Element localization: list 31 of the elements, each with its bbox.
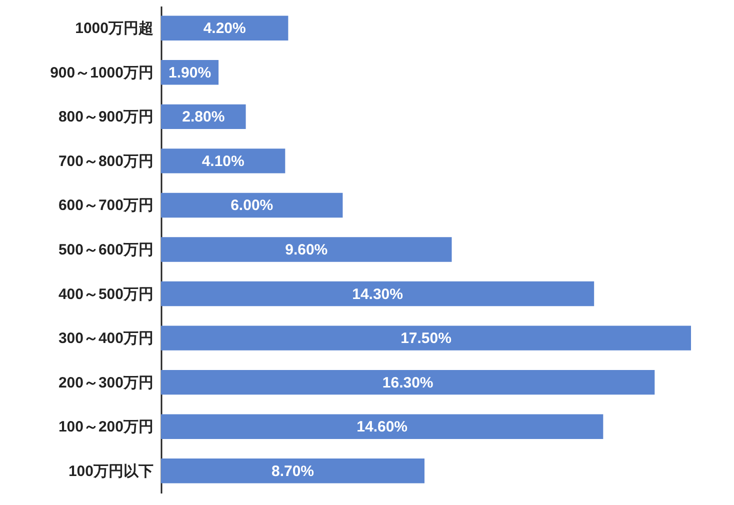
y-tick-label: 500～600万円 <box>58 242 154 258</box>
data-label: 8.70% <box>271 462 314 480</box>
y-tick-label: 600～700万円 <box>58 197 154 214</box>
bar <box>161 192 343 218</box>
data-label: 16.30% <box>382 374 434 392</box>
y-tick-label: 100～200万円 <box>58 418 154 436</box>
bar <box>161 237 452 262</box>
data-label: 17.50% <box>400 330 452 348</box>
bar <box>161 281 594 306</box>
bar <box>161 458 424 484</box>
data-label: 14.30% <box>352 286 403 303</box>
data-label: 14.60% <box>356 418 408 436</box>
data-label: 4.20% <box>203 20 246 38</box>
y-tick-label: 100万円以下 <box>68 462 154 480</box>
data-label: 6.00% <box>230 197 274 214</box>
y-tick-label: 300～400万円 <box>58 330 154 348</box>
data-label: 9.60% <box>285 242 328 258</box>
y-tick-label: 200～300万円 <box>58 374 154 392</box>
data-label: 2.80% <box>182 108 225 126</box>
y-tick-label: 700～800万円 <box>58 152 154 170</box>
bar <box>161 16 288 40</box>
bar <box>161 148 286 174</box>
bar <box>161 370 655 395</box>
bar <box>161 326 691 350</box>
y-tick-label: 900～1000万円 <box>50 64 154 82</box>
data-label: 1.90% <box>168 64 212 82</box>
y-tick-label: 1000万円超 <box>75 20 154 38</box>
data-label: 4.10% <box>202 152 244 170</box>
y-tick-label: 400～500万円 <box>58 286 154 303</box>
y-tick-label: 800～900万円 <box>58 108 154 126</box>
bar <box>161 414 604 439</box>
